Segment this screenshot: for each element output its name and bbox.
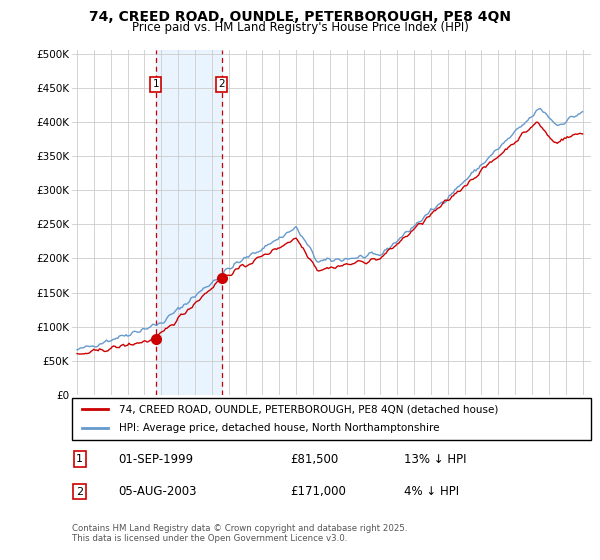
Bar (156, 50, 222, 395)
Text: £171,000: £171,000 (290, 485, 346, 498)
Text: 01-SEP-1999: 01-SEP-1999 (119, 452, 194, 465)
Text: 74, CREED ROAD, OUNDLE, PETERBOROUGH, PE8 4QN: 74, CREED ROAD, OUNDLE, PETERBOROUGH, PE… (89, 10, 511, 24)
Text: 2: 2 (76, 487, 83, 497)
Text: Price paid vs. HM Land Registry's House Price Index (HPI): Price paid vs. HM Land Registry's House … (131, 21, 469, 34)
Text: 4% ↓ HPI: 4% ↓ HPI (404, 485, 459, 498)
Text: 1: 1 (76, 454, 83, 464)
Text: HPI: Average price, detached house, North Northamptonshire: HPI: Average price, detached house, Nort… (119, 423, 439, 433)
Text: Contains HM Land Registry data © Crown copyright and database right 2025.
This d: Contains HM Land Registry data © Crown c… (72, 524, 407, 543)
Text: 74, CREED ROAD, OUNDLE, PETERBOROUGH, PE8 4QN (detached house): 74, CREED ROAD, OUNDLE, PETERBOROUGH, PE… (119, 404, 498, 414)
Text: 13% ↓ HPI: 13% ↓ HPI (404, 452, 467, 465)
Text: 1: 1 (152, 80, 159, 90)
Text: £81,500: £81,500 (290, 452, 338, 465)
Text: 2: 2 (218, 80, 225, 90)
Text: 05-AUG-2003: 05-AUG-2003 (119, 485, 197, 498)
